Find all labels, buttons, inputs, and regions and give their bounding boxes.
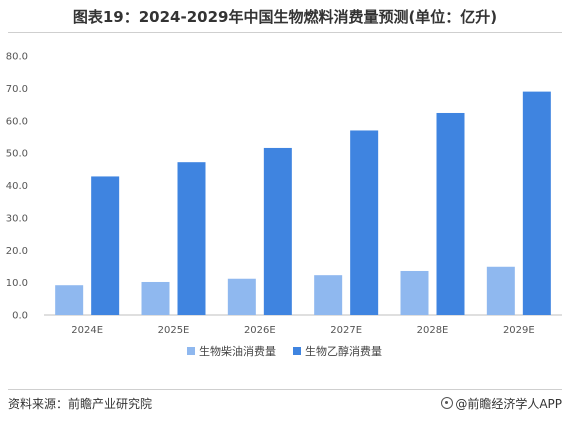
y-axis: 0.0 10.0 20.0 30.0 40.0 50.0 60.0 70.0 80.0 <box>6 52 28 322</box>
x-tick-label: 2027E <box>330 325 362 336</box>
legend-swatch <box>187 347 195 355</box>
source-note: 资料来源：前瞻产业研究院 <box>8 397 153 411</box>
watch-icon <box>441 397 454 409</box>
legend-label: 生物乙醇消费量 <box>305 344 382 358</box>
bar-bioethanol-2025E <box>177 162 206 315</box>
y-tick-label: 0.0 <box>12 311 28 322</box>
bar-biodiesel-2025E <box>141 281 170 315</box>
bar-bioethanol-2024E <box>91 176 120 315</box>
x-tick-label: 2029E <box>503 325 535 336</box>
y-tick-label: 40.0 <box>6 181 28 192</box>
brand-credit: @前瞻经济学人APP <box>441 395 562 412</box>
bars <box>55 91 551 315</box>
footer-divider <box>8 389 562 390</box>
y-tick-label: 80.0 <box>6 52 28 63</box>
bar-bioethanol-2029E <box>522 91 551 315</box>
y-tick-label: 70.0 <box>6 84 28 95</box>
x-tick-label: 2028E <box>417 325 449 336</box>
y-tick-label: 10.0 <box>6 278 28 289</box>
legend: 生物柴油消费量 生物乙醇消费量 <box>187 344 382 358</box>
y-tick-label: 20.0 <box>6 246 28 257</box>
y-tick-label: 30.0 <box>6 213 28 224</box>
bar-biodiesel-2027E <box>314 275 343 315</box>
bar-bioethanol-2027E <box>350 130 379 315</box>
chart-title: 图表19：2024-2029年中国生物燃料消费量预测(单位：亿升) <box>72 8 498 26</box>
bar-bioethanol-2028E <box>436 112 465 315</box>
brand-credit-text: @前瞻经济学人APP <box>455 397 562 411</box>
x-tick-label: 2025E <box>158 325 190 336</box>
x-axis: 2024E 2025E 2026E 2027E 2028E 2029E <box>44 314 562 336</box>
title-divider <box>8 32 562 33</box>
bar-bioethanol-2026E <box>263 147 292 315</box>
legend-label: 生物柴油消费量 <box>199 344 276 358</box>
x-tick-label: 2024E <box>71 325 103 336</box>
y-tick-label: 50.0 <box>6 149 28 160</box>
bar-chart: 0.0 10.0 20.0 30.0 40.0 50.0 60.0 70.0 80.0 2024… <box>6 52 562 358</box>
bar-biodiesel-2029E <box>486 266 515 315</box>
legend-swatch <box>293 347 301 355</box>
x-tick-label: 2026E <box>244 325 276 336</box>
y-tick-label: 60.0 <box>6 116 28 127</box>
bar-biodiesel-2026E <box>227 278 256 315</box>
bar-biodiesel-2028E <box>400 270 429 315</box>
bar-biodiesel-2024E <box>55 285 84 315</box>
